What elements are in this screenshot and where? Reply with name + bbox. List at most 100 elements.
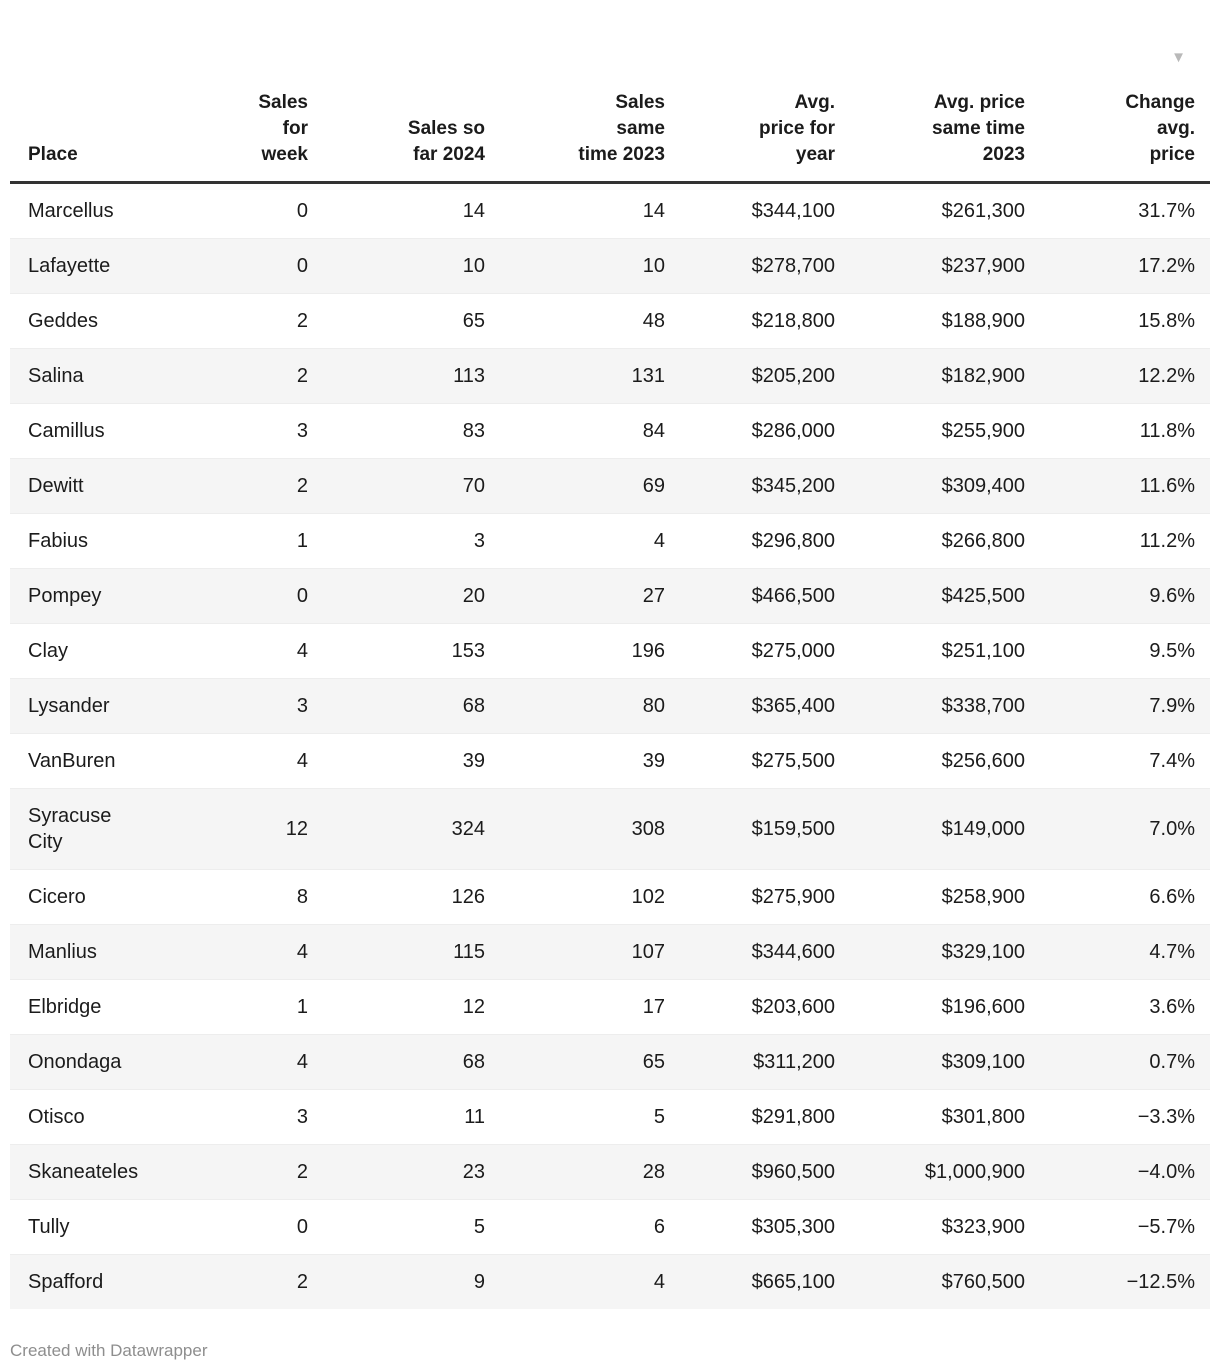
- cell-sales_same_time_2023: 6: [497, 1198, 677, 1254]
- cell-sales_for_week: 2: [150, 1143, 320, 1199]
- cell-avg_price_same_time_2023: $329,100: [847, 923, 1037, 979]
- cell-avg_price_for_year: $345,200: [677, 457, 847, 513]
- cell-avg_price_for_year: $286,000: [677, 402, 847, 458]
- cell-avg_price_for_year: $205,200: [677, 347, 847, 403]
- cell-sales_so_far_2024: 14: [462, 199, 485, 222]
- cell-avg_price_for_year: $365,400: [677, 677, 847, 733]
- cell-sales_so_far_2024: 113: [320, 347, 497, 403]
- cell-sales_same_time_2023: 84: [497, 402, 677, 458]
- cell-avg_price_for_year: $275,500: [677, 732, 847, 788]
- cell-avg_price_same_time_2023: $258,900: [847, 868, 1037, 924]
- table-row: Tully 0 5 6 $305,300 $323,900 −5.7%: [10, 1198, 1210, 1254]
- table-row: Dewitt 2 70 69 $345,200 $309,400 11.6%: [10, 457, 1210, 513]
- cell-change_avg_price: −12.5%: [1037, 1253, 1210, 1309]
- cell-avg_price_for_year: $159,500: [677, 787, 847, 869]
- cell-sales_so_far_2024: 3: [320, 512, 497, 568]
- table-row: Skaneateles 2 23 28 $960,500 $1,000,900 −4.0%: [10, 1143, 1210, 1199]
- cell-sales_for_week: 2: [150, 1253, 320, 1309]
- cell-sales_so_far_2024: 65: [320, 292, 497, 348]
- cell-avg_price_same_time_2023: $182,900: [847, 347, 1037, 403]
- cell-avg_price_same_time_2023: $760,500: [847, 1253, 1037, 1309]
- cell-sales_same_time_2023: 102: [497, 868, 677, 924]
- cell-sales_for_week: 0: [150, 237, 320, 293]
- cell-sales_same_time_2023: 48: [497, 292, 677, 348]
- cell-place: Lafayette: [10, 237, 150, 293]
- cell-sales_so_far_2024: 68: [320, 677, 497, 733]
- cell-avg_price_for_year: $218,800: [677, 292, 847, 348]
- cell-place: Dewitt: [10, 457, 150, 513]
- table-row: Elbridge 1 12 17 $203,600 $196,600 3.6%: [10, 978, 1210, 1034]
- table-body: Marcellus 0 14 14 $344,100 $261,300 31.7% Lafay…: [10, 182, 1210, 1309]
- column-header-sales_same_time_2023[interactable]: Sales same time 2023: [497, 0, 677, 184]
- cell-sales_for_week: 12: [150, 787, 320, 869]
- column-header-label: Avg. price same time 2023: [932, 91, 1025, 165]
- cell-avg_price_for_year: $275,000: [677, 622, 847, 678]
- column-header-label: Sales for week: [258, 91, 308, 165]
- cell-change_avg_price: 7.0%: [1037, 787, 1210, 869]
- cell-sales_so_far_2024: 70: [320, 457, 497, 513]
- cell-avg_price_for_year: $665,100: [677, 1253, 847, 1309]
- column-header-change_avg_price[interactable]: Change avg. price ▼: [1037, 0, 1210, 184]
- column-header-avg_price_same_time_2023[interactable]: Avg. price same time 2023: [847, 0, 1037, 184]
- table-row: Lafayette 0 10 10 $278,700 $237,900 17.2%: [10, 237, 1210, 293]
- cell-sales_so_far_2024: 324: [320, 787, 497, 869]
- cell-sales_for_week: 3: [150, 1088, 320, 1144]
- cell-sales_for_week: 3: [150, 402, 320, 458]
- table-row: Manlius 4 115 107 $344,600 $329,100 4.7%: [10, 923, 1210, 979]
- cell-sales_for_week: 8: [150, 868, 320, 924]
- cell-sales_for_week: 1: [150, 978, 320, 1034]
- column-header-label: Sales same time 2023: [578, 91, 665, 165]
- cell-avg_price_for_year: $344,600: [677, 923, 847, 979]
- cell-avg_price_same_time_2023: $1,000,900: [847, 1143, 1037, 1199]
- column-header-sales_for_week[interactable]: Sales for week: [150, 0, 320, 184]
- cell-avg_price_same_time_2023: $425,500: [847, 567, 1037, 623]
- cell-sales_so_far_2024: 9: [320, 1253, 497, 1309]
- cell-change_avg_price: 11.8%: [1037, 402, 1210, 458]
- cell-avg_price_same_time_2023: $188,900: [847, 292, 1037, 348]
- cell-avg_price_same_time_2023: $323,900: [847, 1198, 1037, 1254]
- cell-sales_so_far_2024: 39: [320, 732, 497, 788]
- table-row: Pompey 0 20 27 $466,500 $425,500 9.6%: [10, 567, 1210, 623]
- table-row: Fabius 1 3 4 $296,800 $266,800 11.2%: [10, 512, 1210, 568]
- cell-place: VanBuren: [10, 732, 150, 788]
- cell-change_avg_price: 0.7%: [1037, 1033, 1210, 1089]
- cell-place: Skaneateles: [10, 1143, 150, 1199]
- column-header-label: Change avg. price: [1125, 91, 1195, 165]
- cell-sales_so_far_2024: 10: [320, 237, 497, 293]
- cell-change_avg_price: −4.0%: [1037, 1143, 1210, 1199]
- table-row: Cicero 8 126 102 $275,900 $258,900 6.6%: [10, 868, 1210, 924]
- cell-place: Manlius: [10, 923, 150, 979]
- sales-table: Place Sales for week Sales so far 2024 Sale…: [10, 0, 1210, 1309]
- cell-avg_price_same_time_2023: $261,300: [941, 199, 1025, 222]
- cell-place: Cicero: [10, 868, 150, 924]
- cell-sales_for_week: 4: [150, 732, 320, 788]
- table-row: Clay 4 153 196 $275,000 $251,100 9.5%: [10, 622, 1210, 678]
- cell-sales_so_far_2024: 5: [320, 1198, 497, 1254]
- cell-place: Fabius: [10, 512, 150, 568]
- cell-avg_price_for_year: $278,700: [677, 237, 847, 293]
- cell-change_avg_price: 7.4%: [1037, 732, 1210, 788]
- cell-avg_price_same_time_2023: $301,800: [847, 1088, 1037, 1144]
- cell-sales_so_far_2024: 68: [320, 1033, 497, 1089]
- column-header-place[interactable]: Place: [10, 0, 150, 184]
- cell-avg_price_same_time_2023: $338,700: [847, 677, 1037, 733]
- attribution: Created with Datawrapper: [10, 1340, 208, 1360]
- cell-change_avg_price: 6.6%: [1037, 868, 1210, 924]
- cell-sales_so_far_2024: 83: [320, 402, 497, 458]
- cell-sales_for_week: 2: [150, 457, 320, 513]
- table-row: Marcellus 0 14 14 $344,100 $261,300 31.7%: [10, 182, 1210, 238]
- cell-change_avg_price: 9.6%: [1037, 567, 1210, 623]
- cell-place: Marcellus: [28, 199, 114, 222]
- cell-sales_so_far_2024: 12: [320, 978, 497, 1034]
- cell-change_avg_price: 11.2%: [1037, 512, 1210, 568]
- column-header-sales_so_far_2024[interactable]: Sales so far 2024: [320, 0, 497, 184]
- cell-avg_price_for_year: $275,900: [677, 868, 847, 924]
- cell-sales_so_far_2024: 115: [320, 923, 497, 979]
- cell-avg_price_for_year: $305,300: [677, 1198, 847, 1254]
- table-wrap: Place Sales for week Sales so far 2024 Sale…: [10, 0, 1210, 1309]
- cell-avg_price_same_time_2023: $255,900: [847, 402, 1037, 458]
- cell-avg_price_same_time_2023: $237,900: [847, 237, 1037, 293]
- table-row: Spafford 2 9 4 $665,100 $760,500 −12.5%: [10, 1253, 1210, 1309]
- column-header-avg_price_for_year[interactable]: Avg. price for year: [677, 0, 847, 184]
- cell-sales_same_time_2023: 14: [642, 199, 665, 222]
